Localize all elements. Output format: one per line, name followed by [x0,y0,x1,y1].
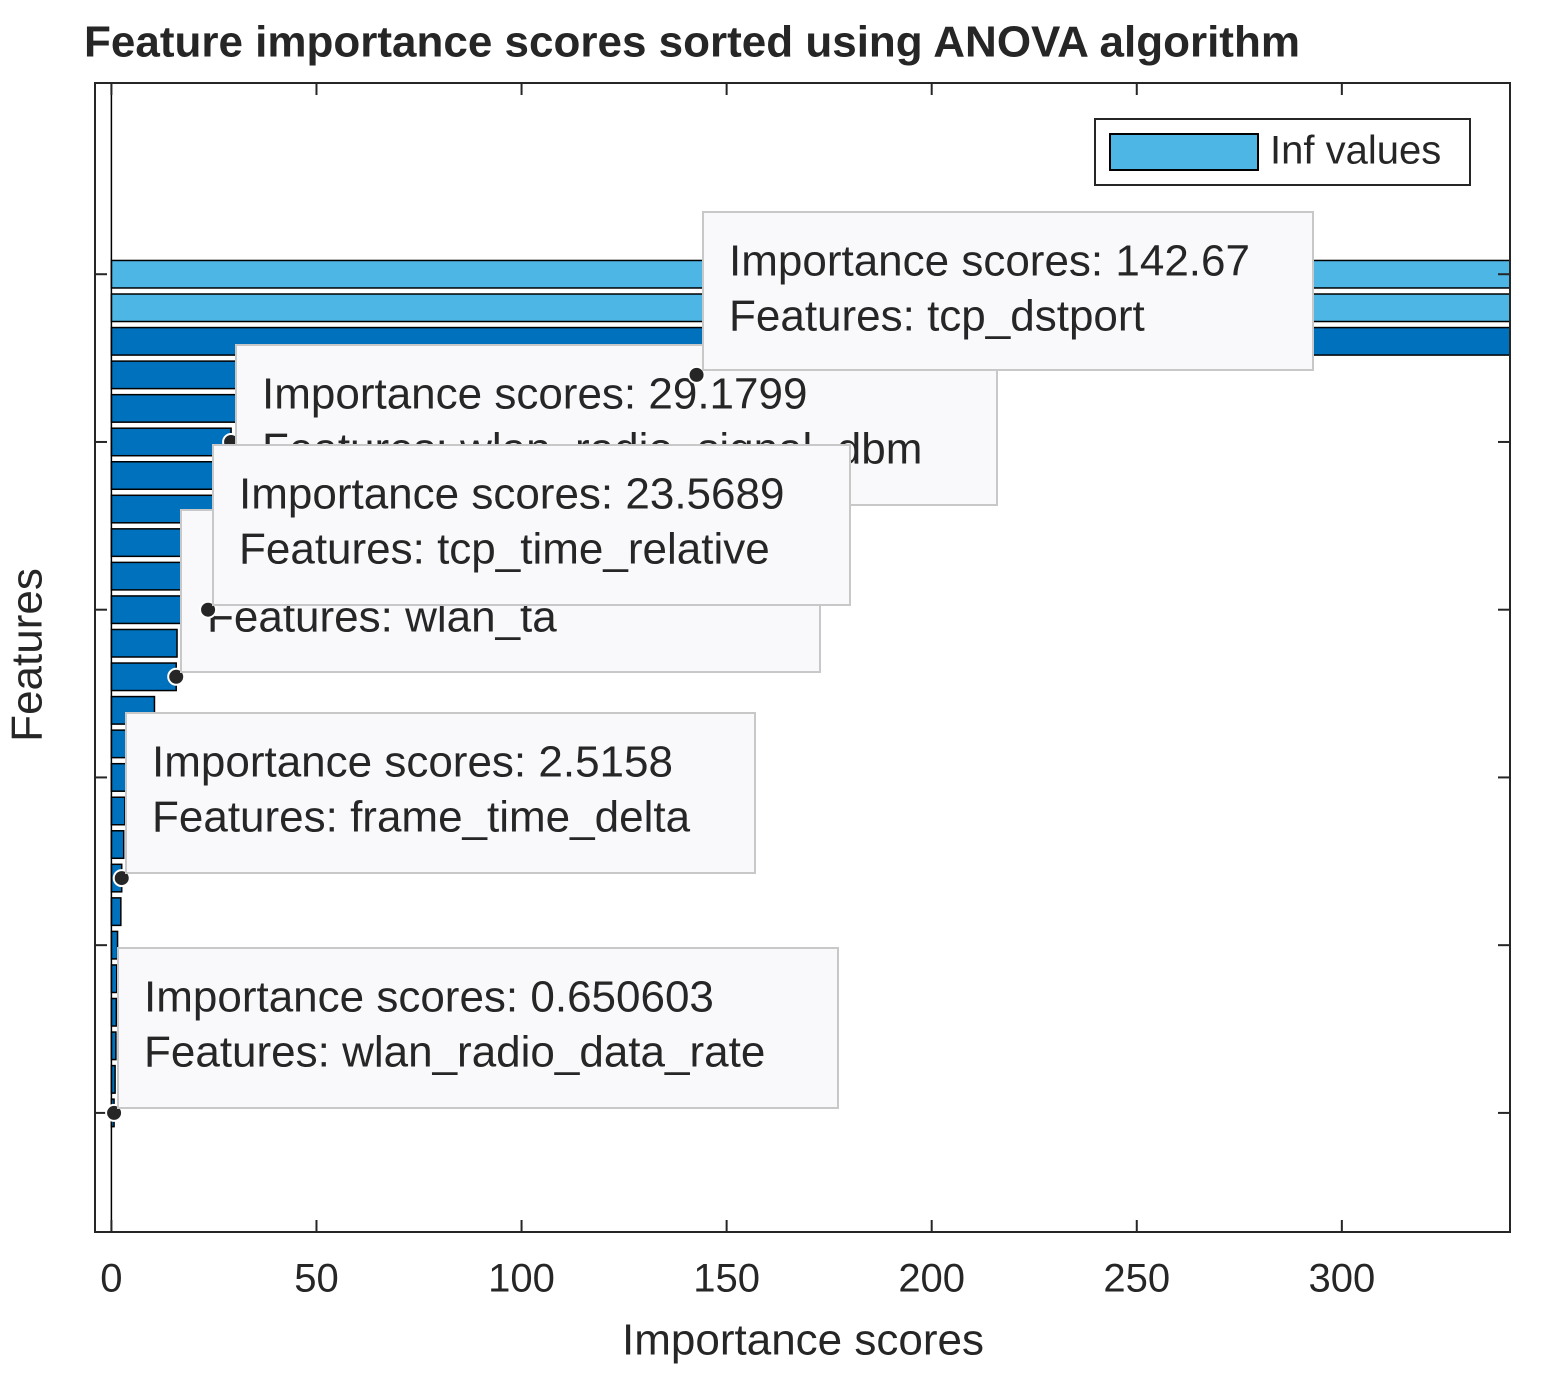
datatip-box [212,444,851,606]
y-axis-label: Features [3,568,52,742]
bar [110,930,119,960]
x-tick-label: 300 [1308,1257,1375,1301]
datatip-point [687,365,706,384]
datatip-text: Importance scores: 142.67 [729,237,1250,286]
axes-box [94,82,1511,1233]
bar [110,461,227,491]
datatip-text: Importance scores: 2.5158 [152,738,673,787]
legend-label: Inf values [1270,129,1441,173]
bar [110,762,127,792]
datatip-point [112,869,131,888]
bar [110,897,122,927]
datatip-box [117,947,839,1109]
x-axis-label: Importance scores [622,1316,984,1365]
legend-swatch [1109,133,1259,171]
datatip-text: Features: tcp_time_relative [239,525,770,574]
bar [110,964,118,994]
bar [110,830,125,860]
x-tick-label: 50 [294,1257,339,1301]
datatip-text: Features: wlan_radio_data_rate [144,1028,765,1077]
x-tick-label: 250 [1103,1257,1170,1301]
x-tick-label: 150 [693,1257,760,1301]
x-tick-label: 0 [100,1257,122,1301]
datatip-text: Importance scores: 23.5689 [239,470,784,519]
datatip-text: Features: tcp_dstport [729,292,1145,341]
x-tick-label: 200 [898,1257,965,1301]
datatip-text: Features: frame_time_delta [152,793,691,842]
x-tick-label: 100 [488,1257,555,1301]
datatip-text: Importance scores: 0.650603 [144,973,714,1022]
bar [110,729,128,759]
datatip-box [702,211,1314,371]
bar [110,662,177,692]
bar [110,628,178,658]
bar [110,796,126,826]
datatip-text: Importance scores: 29.1799 [262,370,807,419]
datatip-box [125,712,756,874]
chart-title: Feature importance scores sorted using A… [84,18,1300,67]
